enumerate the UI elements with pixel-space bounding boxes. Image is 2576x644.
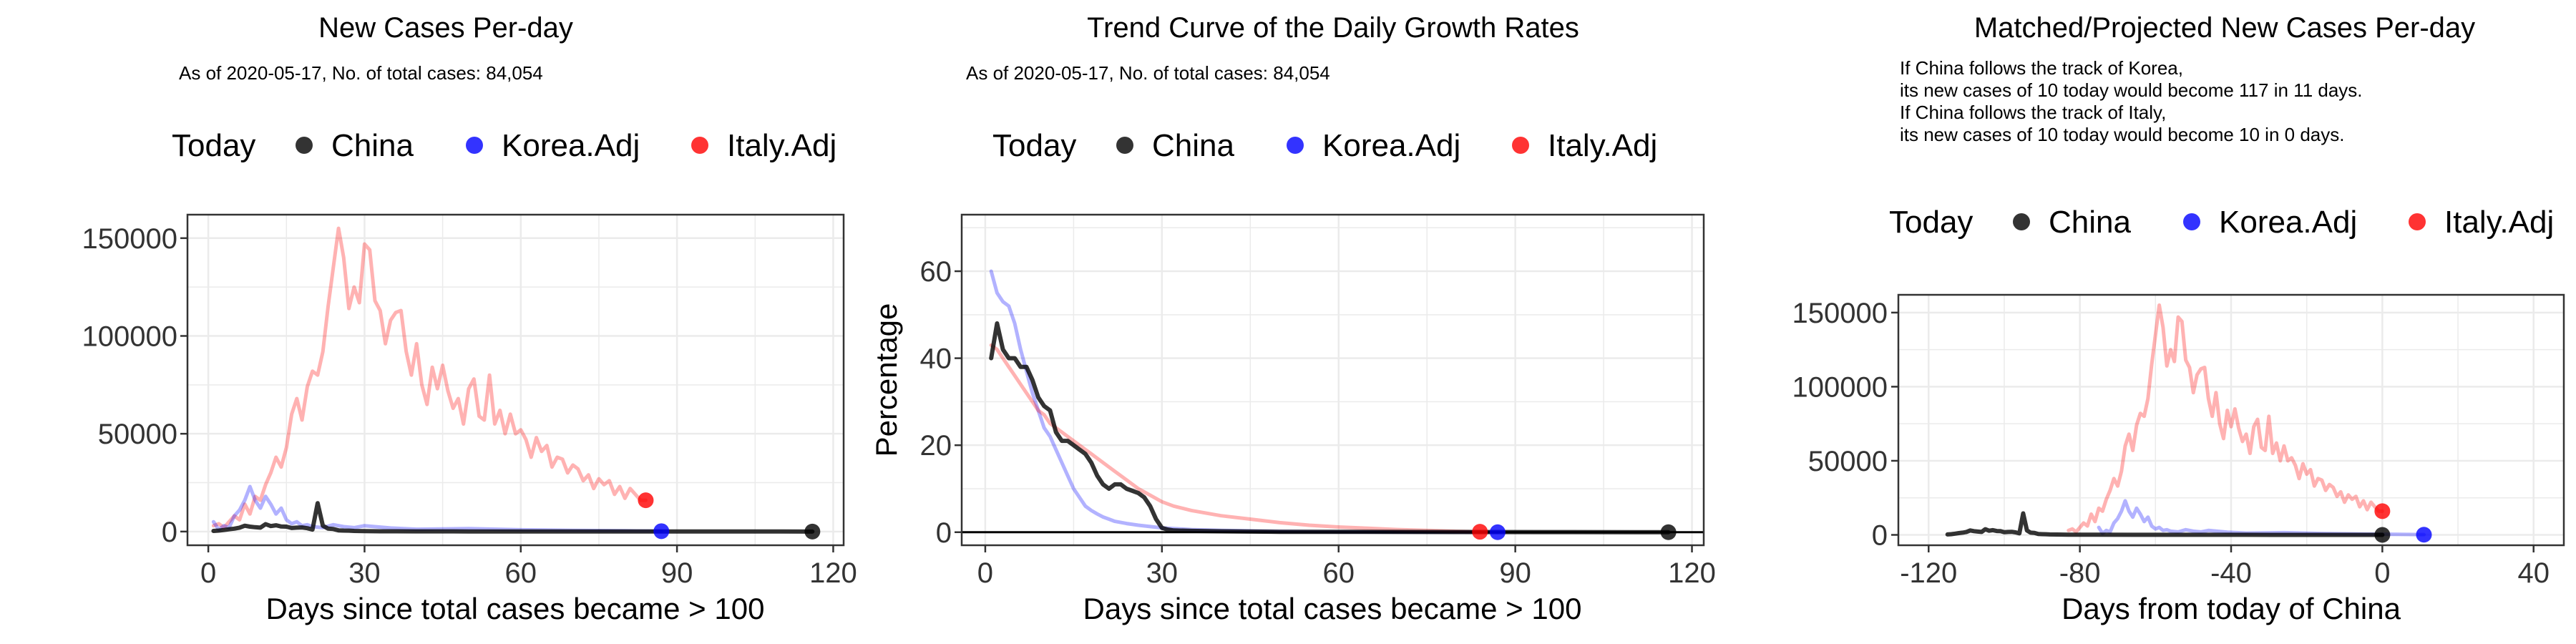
series-lines <box>1945 303 2426 537</box>
chart-3: Matched/Projected New Cases Per-day If Ch… <box>1792 12 2565 625</box>
today-point-italy-adj <box>638 492 654 509</box>
chart-subtitle: As of 2020-05-17, No. of total cases: 84… <box>179 62 543 84</box>
chart-note: If China follows the track of Korea, <box>1900 57 2183 79</box>
legend-key-italy-adj <box>2409 213 2426 230</box>
series-line-italy-adj <box>211 226 648 530</box>
today-point-korea-adj <box>2416 527 2432 543</box>
legend-key-china <box>296 137 313 154</box>
x-tick-label: 0 <box>2374 557 2390 589</box>
y-tick-label: 0 <box>1872 520 1888 552</box>
legend-label: China <box>1152 128 1234 163</box>
x-tick-label: 120 <box>1668 557 1716 589</box>
gridlines <box>187 215 844 545</box>
panel-border <box>186 213 845 547</box>
series-line-italy-adj <box>989 343 1482 534</box>
plot-panel <box>962 215 1704 545</box>
y-tick-label: 0 <box>162 517 177 548</box>
chart-note: its new cases of 10 today would become 1… <box>1900 79 2363 101</box>
y-tick-label: 60 <box>920 256 952 288</box>
legend-key-korea-adj <box>2183 213 2200 230</box>
chart-title: Trend Curve of the Daily Growth Rates <box>1087 12 1579 44</box>
x-tick-label: 0 <box>200 557 216 589</box>
chart-2: Trend Curve of the Daily Growth Rates As … <box>869 12 1716 625</box>
x-tick-label: 60 <box>1322 557 1355 589</box>
panel-border <box>960 213 1705 547</box>
y-tick-label: 150000 <box>1792 298 1888 329</box>
y-tick-label: 40 <box>920 343 952 375</box>
chart-1: New Cases Per-day As of 2020-05-17, No. o… <box>82 12 857 625</box>
today-point-china <box>1660 524 1677 540</box>
x-axis: 0 30 60 90 120 <box>200 545 857 589</box>
y-axis: 0 50000 100000 150000 <box>82 223 187 548</box>
legend-label: Korea.Adj <box>502 128 640 163</box>
x-tick-label: -80 <box>2059 557 2101 589</box>
series-line-china <box>211 501 815 534</box>
y-tick-label: 50000 <box>1808 446 1888 477</box>
x-tick-label: 60 <box>505 557 537 589</box>
x-tick-label: -120 <box>1900 557 1957 589</box>
y-axis: 0 20 40 60 <box>920 256 962 549</box>
y-axis: 0 50000 100000 150000 <box>1792 298 1898 552</box>
legend: Today China Korea.Adj Italy.Adj <box>1889 205 2554 240</box>
x-axis-title: Days since total cases became > 100 <box>1083 592 1582 625</box>
legend-label: Korea.Adj <box>2219 205 2357 240</box>
today-point-italy-adj <box>1472 524 1488 540</box>
y-tick-label: 20 <box>920 430 952 462</box>
legend-label: Italy.Adj <box>1548 128 1657 163</box>
legend-title: Today <box>1889 205 1973 240</box>
today-point-china <box>804 523 821 540</box>
y-axis-title: Percentage <box>869 303 903 457</box>
chart-title: Matched/Projected New Cases Per-day <box>1974 12 2475 44</box>
legend-key-china <box>2013 213 2030 230</box>
y-tick-label: 100000 <box>1792 371 1888 403</box>
x-axis: 0 30 60 90 120 <box>977 545 1716 589</box>
x-tick-label: 30 <box>1146 557 1179 589</box>
legend-title: Today <box>172 128 255 163</box>
legend-label: Korea.Adj <box>1322 128 1460 163</box>
x-tick-label: -40 <box>2210 557 2252 589</box>
series-line-china <box>1945 511 2385 537</box>
x-tick-label: 0 <box>977 557 993 589</box>
plot-panel <box>187 215 844 545</box>
legend-label: China <box>331 128 414 163</box>
legend-key-italy-adj <box>1512 137 1529 154</box>
series-line-italy-adj <box>2067 303 2384 534</box>
legend: Today China Korea.Adj Italy.Adj <box>172 128 836 163</box>
legend-title: Today <box>992 128 1076 163</box>
legend-label: Italy.Adj <box>2444 205 2554 240</box>
y-tick-label: 150000 <box>82 223 177 255</box>
x-tick-label: 90 <box>661 557 693 589</box>
series-lines <box>211 226 815 534</box>
x-axis: -120 -80 -40 0 40 <box>1900 545 2550 589</box>
y-tick-label: 0 <box>936 517 952 549</box>
legend-label: Italy.Adj <box>727 128 836 163</box>
series-lines <box>989 269 1671 535</box>
chart-note: If China follows the track of Italy, <box>1900 102 2166 123</box>
series-line-china <box>989 321 1671 535</box>
x-tick-label: 90 <box>1499 557 1531 589</box>
y-tick-label: 50000 <box>98 419 177 450</box>
legend: Today China Korea.Adj Italy.Adj <box>992 128 1657 163</box>
legend-key-korea-adj <box>466 137 483 154</box>
x-tick-label: 30 <box>348 557 381 589</box>
series-line-korea-adj <box>211 484 663 533</box>
x-axis-title: Days from today of China <box>2062 592 2401 625</box>
today-point-china <box>2374 527 2391 543</box>
x-tick-label: 120 <box>809 557 857 589</box>
chart-note: its new cases of 10 today would become 1… <box>1900 124 2344 145</box>
legend-key-china <box>1116 137 1133 154</box>
today-point-korea-adj <box>653 523 670 540</box>
chart-subtitle: As of 2020-05-17, No. of total cases: 84… <box>966 62 1330 84</box>
y-tick-label: 100000 <box>82 321 177 352</box>
legend-key-italy-adj <box>691 137 708 154</box>
x-axis-title: Days since total cases became > 100 <box>266 592 765 625</box>
chart-title: New Cases Per-day <box>318 12 573 44</box>
legend-key-korea-adj <box>1287 137 1304 154</box>
legend-label: China <box>2049 205 2131 240</box>
x-tick-label: 40 <box>2517 557 2550 589</box>
today-point-italy-adj <box>2374 503 2391 519</box>
today-point-korea-adj <box>1489 524 1506 540</box>
